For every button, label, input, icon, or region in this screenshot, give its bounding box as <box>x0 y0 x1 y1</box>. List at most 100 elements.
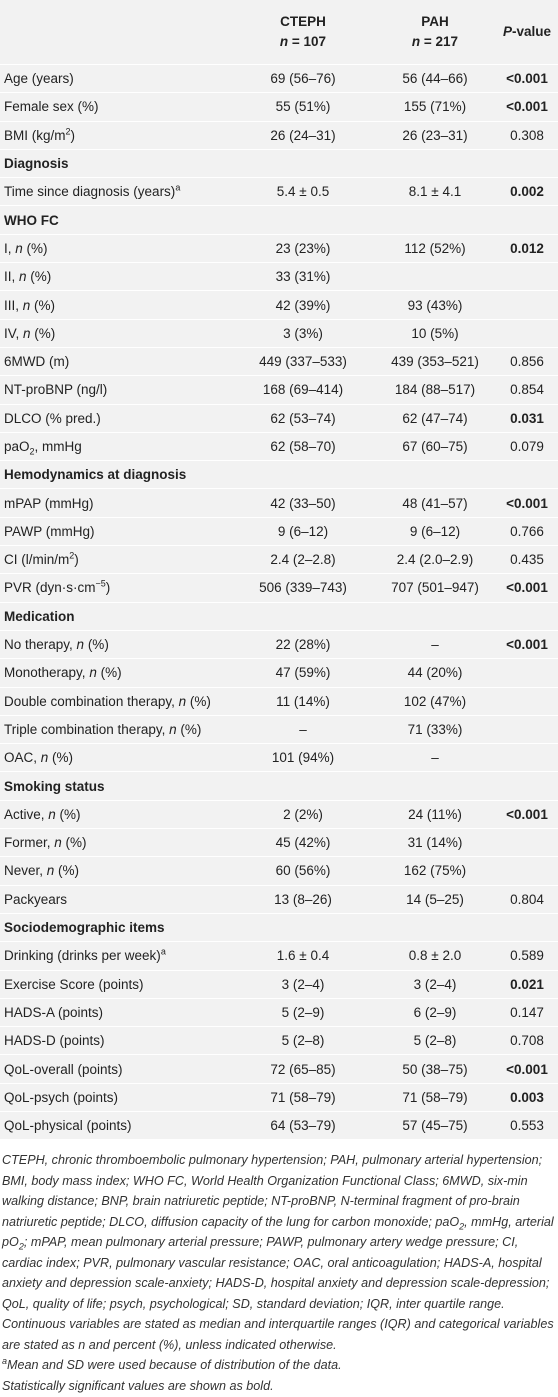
text: 3 (2–4) <box>413 976 457 992</box>
pah-value: 93 (43%) <box>374 290 496 320</box>
row-label: Smoking status <box>0 771 558 801</box>
pah-value: – <box>374 743 496 773</box>
p-value <box>496 828 558 858</box>
p-value: 0.002 <box>496 177 558 207</box>
pah-value: – <box>374 630 496 660</box>
data-row: IV, n (%) 3 (3%) 10 (5%) <box>0 319 558 348</box>
text: PAH <box>421 14 449 29</box>
italic-text: P <box>502 24 512 39</box>
cteph-value: 71 (58–79) <box>232 1083 374 1112</box>
row-label: QoL-physical (points) <box>0 1111 232 1141</box>
p-value <box>496 856 558 886</box>
text: mPAP (mmHg) <box>4 495 94 511</box>
text: (%) <box>186 693 211 709</box>
section-row: Hemodynamics at diagnosis <box>0 460 558 490</box>
text: III, <box>4 297 23 313</box>
text: = 217 <box>420 34 459 49</box>
footnote: Statistically significant values are sho… <box>2 1376 556 1397</box>
text: 0.766 <box>510 523 544 539</box>
pah-value: 2.4 (2.0–2.9) <box>374 545 496 575</box>
header-cell: PAH n = 217 <box>374 0 496 65</box>
pah-value: 44 (20%) <box>374 658 496 688</box>
text: 101 (94%) <box>271 750 335 766</box>
text: 50 (38–75) <box>402 1061 468 1077</box>
pah-value: 26 (23–31) <box>374 121 496 150</box>
text: Double combination therapy, <box>4 693 179 709</box>
p-value: 0.147 <box>496 998 558 1028</box>
p-value: 0.589 <box>496 941 558 971</box>
text: 0.8 ± 2.0 <box>408 948 462 964</box>
data-row: Packyears 13 (8–26) 14 (5–25) 0.804 <box>0 885 558 914</box>
p-value: <0.001 <box>496 92 558 122</box>
text: 0.553 <box>510 1118 544 1134</box>
text: 71 (58–79) <box>402 1089 468 1105</box>
cteph-value: 9 (6–12) <box>232 517 374 547</box>
cteph-value: 33 (31%) <box>232 262 374 292</box>
cteph-value: 42 (33–50) <box>232 488 374 518</box>
row-label: CI (l/min/m2) <box>0 545 232 575</box>
text: 6MWD (m) <box>4 354 70 370</box>
row-label: Medication <box>0 602 558 631</box>
text: ) <box>74 552 79 568</box>
text: 184 (88–517) <box>394 382 476 398</box>
row-label: PVR (dyn·s·cm−5) <box>0 573 232 603</box>
text: 13 (8–26) <box>274 891 332 907</box>
cteph-value: 55 (51%) <box>232 92 374 122</box>
pah-value: 0.8 ± 2.0 <box>374 941 496 971</box>
row-label: Female sex (%) <box>0 92 232 122</box>
text: 449 (337–533) <box>259 354 347 370</box>
text: 45 (42%) <box>275 835 331 851</box>
italic-text: n <box>279 34 289 49</box>
data-row: No therapy, n (%) 22 (28%) – <0.001 <box>0 630 558 660</box>
text: 2 (2%) <box>283 806 323 822</box>
text: 69 (56–76) <box>270 71 336 87</box>
row-label: HADS-A (points) <box>0 998 232 1028</box>
text: 64 (53–79) <box>270 1118 336 1134</box>
text: HADS-D (points) <box>4 1033 105 1049</box>
text: 62 (47–74) <box>402 410 468 426</box>
cteph-value: 5 (2–8) <box>232 1026 374 1056</box>
data-row: QoL-physical (points) 64 (53–79) 57 (45–75… <box>0 1111 558 1141</box>
cteph-value: 101 (94%) <box>232 743 374 773</box>
data-row: Time since diagnosis (years)a 5.4 ± 0.5 8.… <box>0 177 558 207</box>
text: QoL-psych (points) <box>4 1089 119 1105</box>
italic-text: n <box>89 665 97 681</box>
data-row: Triple combination therapy, n (%) – 71 (33… <box>0 715 558 745</box>
cteph-value: 2.4 (2–2.8) <box>232 545 374 575</box>
header-row: CTEPH n = 107 PAH n = 217 P-value <box>0 0 558 65</box>
p-value: <0.001 <box>496 488 558 518</box>
text: 0.854 <box>510 382 544 398</box>
cteph-value: 60 (56%) <box>232 856 374 886</box>
text: 3 (3%) <box>283 325 323 341</box>
p-value <box>496 262 558 292</box>
pah-value: 71 (58–79) <box>374 1083 496 1112</box>
section-row: Medication <box>0 602 558 631</box>
row-label: Age (years) <box>0 64 232 94</box>
cteph-value: 506 (339–743) <box>232 573 374 603</box>
row-label: Monotherapy, n (%) <box>0 658 232 688</box>
data-row: PAWP (mmHg) 9 (6–12) 9 (6–12) 0.766 <box>0 517 558 547</box>
text: <0.001 <box>506 806 548 822</box>
text: 42 (33–50) <box>270 495 336 511</box>
cteph-value: 72 (65–85) <box>232 1054 374 1084</box>
data-row: 6MWD (m) 449 (337–533) 439 (353–521) 0.856 <box>0 347 558 377</box>
p-value <box>496 290 558 320</box>
text: Smoking status <box>4 778 105 794</box>
subscript: 2 <box>459 1221 465 1232</box>
text: -value <box>511 24 552 39</box>
cteph-value: 5 (2–9) <box>232 998 374 1028</box>
text: 44 (20%) <box>407 665 463 681</box>
text: (%) <box>176 721 202 737</box>
cteph-value: 69 (56–76) <box>232 64 374 94</box>
cteph-value: 11 (14%) <box>232 687 374 716</box>
p-value: 0.766 <box>496 517 558 547</box>
pah-value: 112 (52%) <box>374 234 496 264</box>
p-value: <0.001 <box>496 630 558 660</box>
cteph-value: 22 (28%) <box>232 630 374 660</box>
text: 112 (52%) <box>404 240 466 256</box>
text: I, <box>4 240 16 256</box>
cteph-value: 3 (3%) <box>232 319 374 348</box>
text: 439 (353–521) <box>391 354 479 370</box>
text: 42 (39%) <box>275 297 331 313</box>
data-row: QoL-psych (points) 71 (58–79) 71 (58–79) 0.… <box>0 1083 558 1112</box>
